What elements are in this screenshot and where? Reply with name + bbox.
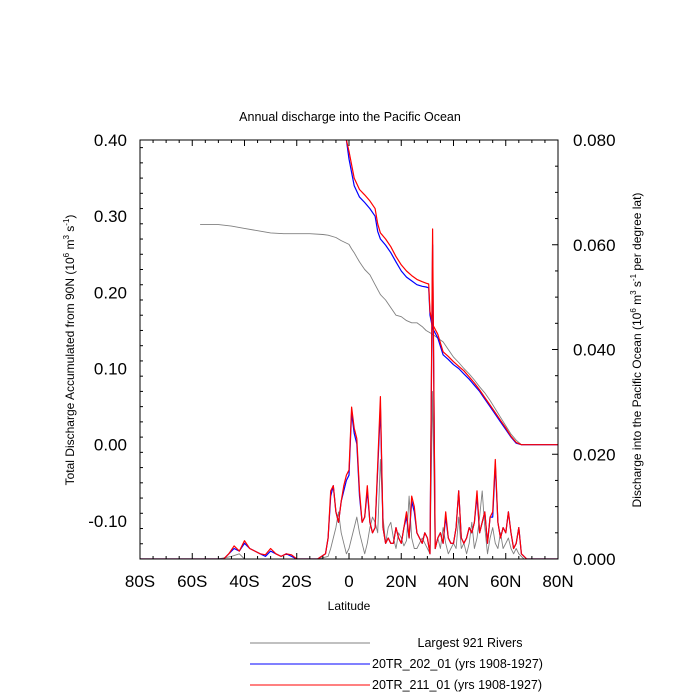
legend: Largest 921 Rivers 20TR_202_01 (yrs 1908-… <box>250 636 543 692</box>
y-axis-label-left: Total Discharge Accumulated from 90N (10… <box>62 215 77 486</box>
chart-title: Annual discharge into the Pacific Ocean <box>239 110 461 124</box>
y-tick-label-right: 0.080 <box>573 131 616 150</box>
y-tick-label-right: 0.060 <box>573 236 616 255</box>
legend-label: 20TR_211_01 (yrs 1908-1927) <box>372 678 542 692</box>
x-tick-label: 60N <box>490 572 521 591</box>
x-tick-label: 60S <box>177 572 207 591</box>
x-tick-label: 40S <box>229 572 259 591</box>
plot-frame <box>139 139 559 560</box>
y-tick-label-left: 0.10 <box>94 360 127 379</box>
y-tick-label-right: 0.000 <box>573 550 616 569</box>
series-layer <box>140 140 558 559</box>
series-line-0 <box>200 224 558 446</box>
y-tick-label-left: -0.10 <box>88 512 127 531</box>
axis-layer: 80S 60S 40S 20S 0 20N 40N 60N 80N -0.10 0.00 0.10 0.… <box>88 131 615 591</box>
legend-label: 20TR_202_01 (yrs 1908-1927) <box>372 657 543 671</box>
x-tick-label: 20N <box>386 572 417 591</box>
y-tick-label-right: 0.040 <box>573 341 616 360</box>
y-tick-label-left: 0.20 <box>94 283 127 302</box>
x-tick-label: 80N <box>542 572 573 591</box>
y-tick-label-right: 0.020 <box>573 445 616 464</box>
series-line-4 <box>140 244 558 559</box>
series-line-1 <box>345 140 558 446</box>
legend-label: Largest 921 Rivers <box>418 636 523 650</box>
x-axis-label: Latitude <box>328 599 371 613</box>
x-tick-label: 40N <box>438 572 469 591</box>
series-line-2 <box>345 140 558 446</box>
y-tick-label-left: 0.30 <box>94 207 127 226</box>
y-tick-label-left: 0.00 <box>94 436 127 455</box>
y-axis-label-right: Discharge into the Pacific Ocean (106 m3… <box>629 193 644 508</box>
x-tick-label: 80S <box>125 572 155 591</box>
x-tick-label: 20S <box>282 572 312 591</box>
series-line-3 <box>140 390 558 559</box>
y-tick-label-left: 0.40 <box>94 131 127 150</box>
x-tick-label: 0 <box>344 572 353 591</box>
series-line-5 <box>140 228 558 559</box>
